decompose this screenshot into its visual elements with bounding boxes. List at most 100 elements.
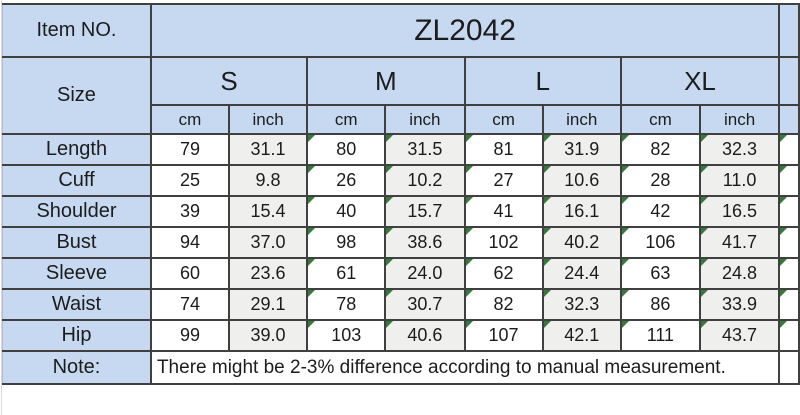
stored-as-text-indicator-icon: [544, 291, 551, 297]
stored-as-text-indicator-icon: [781, 229, 788, 235]
cell: 61: [306, 257, 387, 290]
cell: 29.1: [227, 288, 309, 321]
cell: 31.1: [227, 133, 309, 166]
unit-header-inch: inch: [541, 104, 622, 135]
table-row: Cuff 25 9.8 26 10.2 27 10.6 28 11.0: [1, 164, 800, 197]
size-header-row: Size S M L XL: [1, 56, 800, 135]
cell: 103: [306, 319, 387, 352]
unit-header-cm: cm: [619, 104, 701, 135]
cell: 98: [306, 226, 387, 259]
stored-as-text-indicator-icon: [622, 260, 629, 266]
cell: 24.0: [384, 257, 466, 290]
cell: 31.5: [384, 133, 466, 166]
size-col-header-s: S: [149, 56, 309, 106]
cell: 99: [149, 319, 230, 352]
cell: 26: [306, 164, 387, 197]
clipped-sliver-cell: [778, 226, 800, 259]
stored-as-text-indicator-icon: [466, 167, 473, 173]
cell: 24.4: [541, 257, 622, 290]
stored-as-text-indicator-icon: [309, 291, 316, 297]
cell: 81: [463, 133, 544, 166]
cell: 111: [619, 319, 701, 352]
cell: 9.8: [227, 164, 309, 197]
cell: 11.0: [698, 164, 781, 197]
clipped-sliver-cell: [778, 56, 800, 106]
cell: 15.7: [384, 195, 466, 228]
stored-as-text-indicator-icon: [309, 260, 316, 266]
cell: 41.7: [698, 226, 781, 259]
unit-header-inch: inch: [227, 104, 309, 135]
table-row: Length 79 31.1 80 31.5 81 31.9 82 32.3: [1, 133, 800, 166]
clipped-sliver-cell: [778, 195, 800, 228]
cell: 86: [619, 288, 701, 321]
row-label: Cuff: [1, 164, 152, 197]
row-label: Bust: [1, 226, 152, 259]
spreadsheet-left-gridline: [1, 0, 2, 415]
stored-as-text-indicator-icon: [701, 198, 708, 204]
item-no-value: ZL2042: [149, 3, 781, 58]
unit-header-inch: inch: [698, 104, 781, 135]
stored-as-text-indicator-icon: [387, 322, 394, 328]
cell: 40: [306, 195, 387, 228]
note-text: There might be 2-3% difference according…: [149, 350, 781, 385]
cell: 23.6: [227, 257, 309, 290]
stored-as-text-indicator-icon: [387, 198, 394, 204]
cell: 80: [306, 133, 387, 166]
table-row: Bust 94 37.0 98 38.6 102 40.2 106 41.7: [1, 226, 800, 259]
stored-as-text-indicator-icon: [781, 167, 788, 173]
cell: 42.1: [541, 319, 622, 352]
cell: 40.2: [541, 226, 622, 259]
stored-as-text-indicator-icon: [781, 322, 788, 328]
clipped-sliver-cell: [778, 133, 800, 166]
unit-header-cm: cm: [306, 104, 387, 135]
cell: 41: [463, 195, 544, 228]
row-label: Length: [1, 133, 152, 166]
stored-as-text-indicator-icon: [622, 322, 629, 328]
cell: 74: [149, 288, 230, 321]
stored-as-text-indicator-icon: [309, 322, 316, 328]
size-chart-table-wrap: Item NO. ZL2042 Size S M L XL cm inch cm…: [1, 3, 800, 385]
stored-as-text-indicator-icon: [309, 229, 316, 235]
clipped-sliver-cell: [778, 319, 800, 352]
stored-as-text-indicator-icon: [544, 136, 551, 142]
row-label: Shoulder: [1, 195, 152, 228]
row-label: Waist: [1, 288, 152, 321]
stored-as-text-indicator-icon: [781, 260, 788, 266]
stored-as-text-indicator-icon: [387, 260, 394, 266]
cell: 42: [619, 195, 701, 228]
cell: 40.6: [384, 319, 466, 352]
stored-as-text-indicator-icon: [544, 260, 551, 266]
stored-as-text-indicator-icon: [781, 198, 788, 204]
size-col-header-xl: XL: [619, 56, 781, 106]
stored-as-text-indicator-icon: [309, 136, 316, 142]
item-no-row: Item NO. ZL2042: [1, 3, 800, 58]
stored-as-text-indicator-icon: [466, 260, 473, 266]
clipped-sliver-cell: [778, 3, 800, 58]
note-label: Note:: [1, 350, 152, 385]
cell: 24.8: [698, 257, 781, 290]
cell: 16.1: [541, 195, 622, 228]
stored-as-text-indicator-icon: [544, 167, 551, 173]
stored-as-text-indicator-icon: [466, 229, 473, 235]
stored-as-text-indicator-icon: [544, 322, 551, 328]
stored-as-text-indicator-icon: [701, 136, 708, 142]
table-row: Hip 99 39.0 103 40.6 107 42.1 111 43.7: [1, 319, 800, 352]
cell: 79: [149, 133, 230, 166]
stored-as-text-indicator-icon: [387, 229, 394, 235]
clipped-sliver-cell: [778, 104, 800, 135]
stored-as-text-indicator-icon: [701, 291, 708, 297]
stored-as-text-indicator-icon: [387, 136, 394, 142]
stored-as-text-indicator-icon: [387, 167, 394, 173]
size-col-header-l: L: [463, 56, 622, 106]
cell: 94: [149, 226, 230, 259]
clipped-sliver-cell: [778, 257, 800, 290]
cell: 102: [463, 226, 544, 259]
cell: 10.2: [384, 164, 466, 197]
stored-as-text-indicator-icon: [466, 291, 473, 297]
cell: 43.7: [698, 319, 781, 352]
stored-as-text-indicator-icon: [701, 322, 708, 328]
stored-as-text-indicator-icon: [387, 291, 394, 297]
size-label: Size: [1, 56, 152, 135]
cell: 62: [463, 257, 544, 290]
table-row: Waist 74 29.1 78 30.7 82 32.3 86 33.9: [1, 288, 800, 321]
